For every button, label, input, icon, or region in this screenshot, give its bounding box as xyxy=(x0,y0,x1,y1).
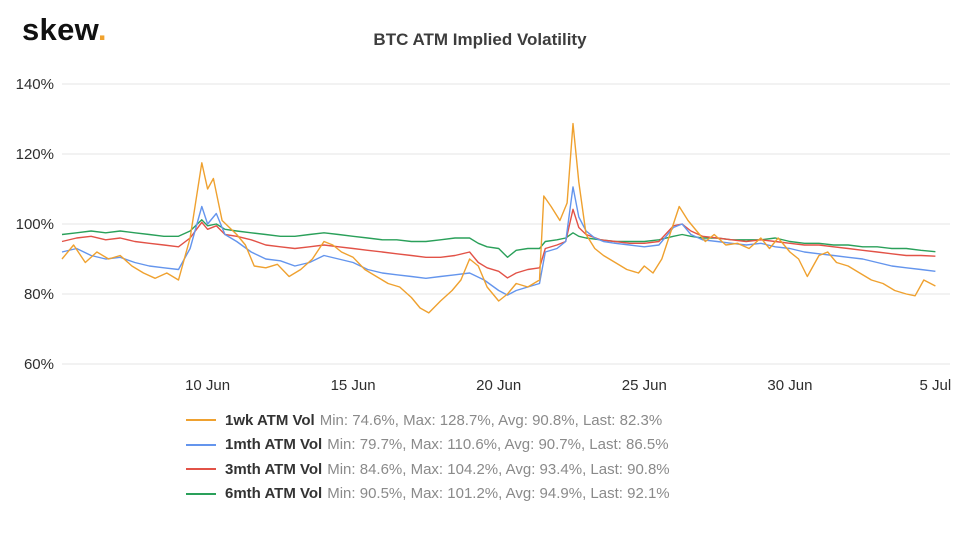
legend-series-name: 1mth ATM Vol xyxy=(225,436,323,454)
x-axis-tick-label: 10 Jun xyxy=(185,377,230,394)
legend-item-6mth[interactable]: 6mth ATM Vol Min: 90.5%, Max: 101.2%, Av… xyxy=(186,482,960,507)
skew-logo: skew. xyxy=(22,12,107,48)
legend-series-name: 6mth ATM Vol xyxy=(225,485,323,503)
skew-logo-dot: . xyxy=(97,12,107,47)
legend-item-1wk[interactable]: 1wk ATM Vol Min: 74.6%, Max: 128.7%, Avg… xyxy=(186,408,960,433)
y-axis-tick-label: 80% xyxy=(24,286,54,303)
legend-color-swatch xyxy=(186,468,216,471)
header: skew. BTC ATM Implied Volatility xyxy=(0,0,960,62)
x-axis-tick-label: 30 Jun xyxy=(767,377,812,394)
volatility-chart[interactable]: 60% 80% 100% 120% 140% 10 Jun 15 Jun 20 Jun 25 J… xyxy=(0,62,960,402)
legend-color-swatch xyxy=(186,419,216,422)
chart-legend: 1wk ATM Vol Min: 74.6%, Max: 128.7%, Avg… xyxy=(186,408,960,506)
y-axis-tick-label: 140% xyxy=(16,76,54,93)
legend-color-swatch xyxy=(186,443,216,446)
chart-title: BTC ATM Implied Volatility xyxy=(373,30,587,49)
legend-series-name: 1wk ATM Vol xyxy=(225,411,315,429)
legend-item-3mth[interactable]: 3mth ATM Vol Min: 84.6%, Max: 104.2%, Av… xyxy=(186,457,960,482)
series-line-1mth xyxy=(61,186,936,296)
y-axis-tick-label: 60% xyxy=(24,356,54,373)
x-axis-tick-label: 20 Jun xyxy=(476,377,521,394)
legend-series-stats: Min: 74.6%, Max: 128.7%, Avg: 90.8%, Las… xyxy=(319,411,663,429)
series-line-3mth xyxy=(61,208,936,279)
x-axis-tick-label: 15 Jun xyxy=(331,377,376,394)
series-line-1wk xyxy=(61,122,936,314)
legend-item-1mth[interactable]: 1mth ATM Vol Min: 79.7%, Max: 110.6%, Av… xyxy=(186,433,960,458)
legend-color-swatch xyxy=(186,492,216,495)
series-line-6mth xyxy=(61,219,936,259)
legend-series-stats: Min: 84.6%, Max: 104.2%, Avg: 93.4%, Las… xyxy=(327,460,670,478)
x-axis-tick-label: 5 Jul xyxy=(920,377,952,394)
y-axis-tick-label: 120% xyxy=(16,146,54,163)
legend-series-name: 3mth ATM Vol xyxy=(225,460,323,478)
x-axis-tick-label: 25 Jun xyxy=(622,377,667,394)
legend-series-stats: Min: 79.7%, Max: 110.6%, Avg: 90.7%, Las… xyxy=(327,436,669,454)
y-axis-tick-label: 100% xyxy=(16,216,54,233)
legend-series-stats: Min: 90.5%, Max: 101.2%, Avg: 94.9%, Las… xyxy=(327,485,670,503)
skew-logo-text: skew xyxy=(22,12,98,47)
